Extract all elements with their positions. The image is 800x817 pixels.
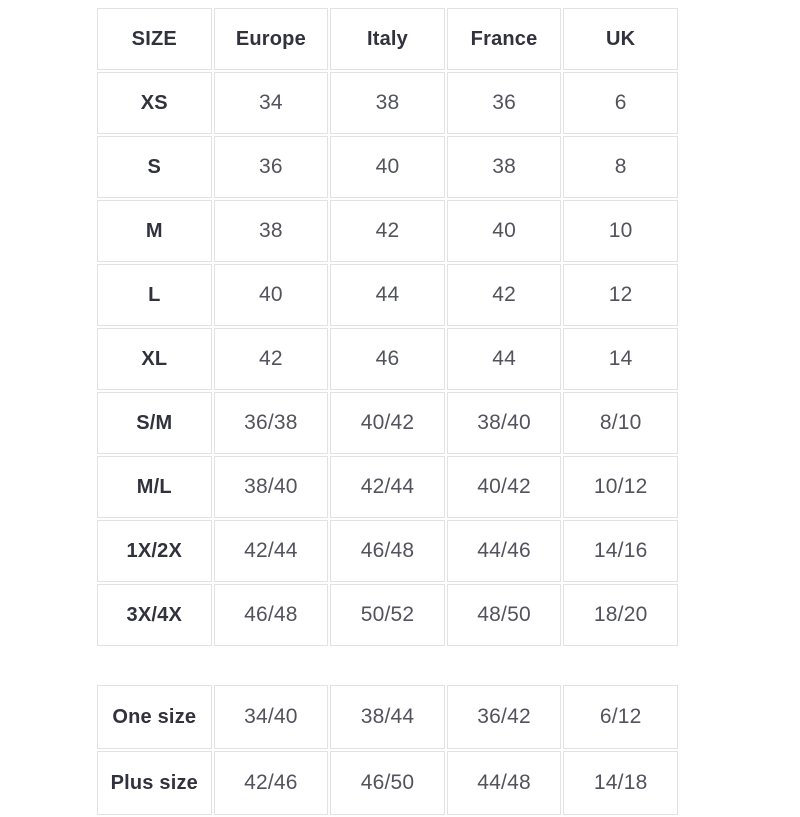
table-row-sm: S/M 36/38 40/42 38/40 8/10 — [97, 392, 678, 454]
value-cell: 38 — [330, 72, 445, 134]
value-cell: 6 — [563, 72, 678, 134]
size-label-cell: One size — [97, 685, 212, 749]
size-label-cell: M/L — [97, 456, 212, 518]
value-cell: 34 — [213, 72, 329, 134]
value-cell: 14 — [563, 328, 678, 390]
size-label-cell: 3X/4X — [97, 584, 212, 646]
value-cell: 8 — [563, 136, 678, 198]
table-row-m: M 38 42 40 10 — [97, 200, 678, 262]
header-cell-size: SIZE — [97, 8, 212, 70]
size-chart-container: SIZE Europe Italy France UK XS 34 38 36 … — [95, 6, 680, 817]
value-cell: 38 — [213, 200, 329, 262]
value-cell: 44/48 — [446, 751, 562, 815]
header-cell-italy: Italy — [330, 8, 445, 70]
header-cell-france: France — [446, 8, 562, 70]
value-cell: 40/42 — [446, 456, 562, 518]
value-cell: 10/12 — [563, 456, 678, 518]
value-cell: 42 — [330, 200, 445, 262]
value-cell: 42/46 — [213, 751, 329, 815]
value-cell: 18/20 — [563, 584, 678, 646]
value-cell: 48/50 — [446, 584, 562, 646]
value-cell: 6/12 — [563, 685, 678, 749]
table-row-1x2x: 1X/2X 42/44 46/48 44/46 14/16 — [97, 520, 678, 582]
table-row-one-size: One size 34/40 38/44 36/42 6/12 — [97, 685, 678, 749]
size-label-cell: S — [97, 136, 212, 198]
size-label-cell: M — [97, 200, 212, 262]
tables-gap — [95, 648, 680, 683]
value-cell: 46/48 — [330, 520, 445, 582]
value-cell: 36/42 — [446, 685, 562, 749]
value-cell: 42 — [446, 264, 562, 326]
value-cell: 36 — [213, 136, 329, 198]
value-cell: 12 — [563, 264, 678, 326]
value-cell: 42 — [213, 328, 329, 390]
table-row-xs: XS 34 38 36 6 — [97, 72, 678, 134]
value-cell: 14/18 — [563, 751, 678, 815]
value-cell: 34/40 — [213, 685, 329, 749]
value-cell: 38/40 — [213, 456, 329, 518]
value-cell: 46 — [330, 328, 445, 390]
size-label-cell: Plus size — [97, 751, 212, 815]
size-conversion-table: SIZE Europe Italy France UK XS 34 38 36 … — [95, 6, 680, 648]
value-cell: 42/44 — [213, 520, 329, 582]
size-label-cell: XS — [97, 72, 212, 134]
value-cell: 40 — [446, 200, 562, 262]
special-sizes-table: One size 34/40 38/44 36/42 6/12 Plus siz… — [95, 683, 680, 817]
header-cell-uk: UK — [563, 8, 678, 70]
value-cell: 40 — [213, 264, 329, 326]
size-label-cell: 1X/2X — [97, 520, 212, 582]
value-cell: 50/52 — [330, 584, 445, 646]
value-cell: 36 — [446, 72, 562, 134]
value-cell: 46/48 — [213, 584, 329, 646]
table-row-ml: M/L 38/40 42/44 40/42 10/12 — [97, 456, 678, 518]
value-cell: 14/16 — [563, 520, 678, 582]
size-label-cell: S/M — [97, 392, 212, 454]
value-cell: 46/50 — [330, 751, 445, 815]
table-row-xl: XL 42 46 44 14 — [97, 328, 678, 390]
size-label-cell: L — [97, 264, 212, 326]
size-label-cell: XL — [97, 328, 212, 390]
value-cell: 36/38 — [213, 392, 329, 454]
header-row: SIZE Europe Italy France UK — [97, 8, 678, 70]
value-cell: 8/10 — [563, 392, 678, 454]
table-row-l: L 40 44 42 12 — [97, 264, 678, 326]
value-cell: 40/42 — [330, 392, 445, 454]
value-cell: 44 — [330, 264, 445, 326]
value-cell: 42/44 — [330, 456, 445, 518]
value-cell: 38/44 — [330, 685, 445, 749]
value-cell: 10 — [563, 200, 678, 262]
value-cell: 44/46 — [446, 520, 562, 582]
value-cell: 44 — [446, 328, 562, 390]
value-cell: 38 — [446, 136, 562, 198]
value-cell: 38/40 — [446, 392, 562, 454]
header-cell-europe: Europe — [213, 8, 329, 70]
table-row-s: S 36 40 38 8 — [97, 136, 678, 198]
table-row-plus-size: Plus size 42/46 46/50 44/48 14/18 — [97, 751, 678, 815]
table-row-3x4x: 3X/4X 46/48 50/52 48/50 18/20 — [97, 584, 678, 646]
value-cell: 40 — [330, 136, 445, 198]
